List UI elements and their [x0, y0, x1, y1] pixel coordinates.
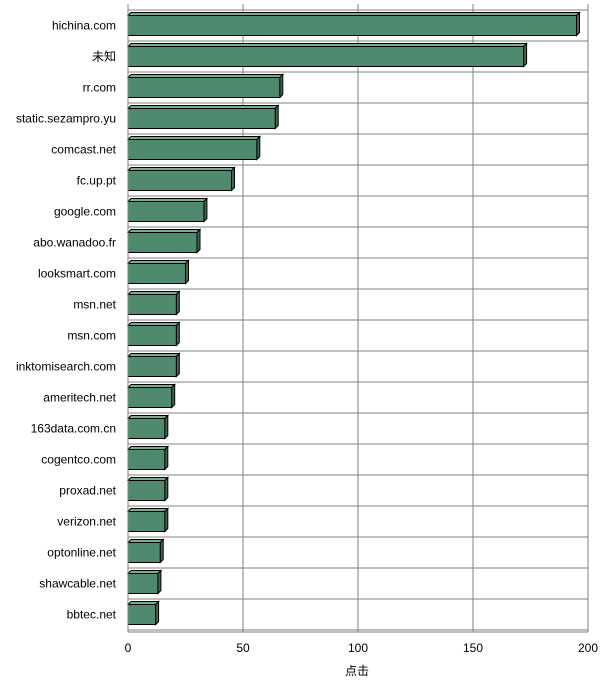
bar-front-face	[127, 170, 232, 191]
category-label: static.sezampro.yu	[16, 112, 116, 126]
grid-layer	[127, 4, 589, 632]
category-label: optonline.net	[47, 546, 116, 560]
category-label: cogentco.com	[41, 453, 116, 467]
bar-front-face	[127, 15, 577, 36]
bar	[126, 507, 170, 533]
bar	[126, 135, 262, 161]
category-label: fc.up.pt	[77, 174, 117, 188]
bar-front-face	[127, 604, 157, 625]
bar	[126, 600, 160, 626]
bar	[126, 166, 236, 192]
category-label: abo.wanadoo.fr	[33, 236, 116, 250]
bar	[126, 228, 202, 254]
category-label: msn.com	[67, 329, 116, 343]
category-label: google.com	[54, 205, 116, 219]
bar	[126, 197, 209, 223]
x-tick-label: 200	[578, 641, 598, 655]
category-label: msn.net	[73, 298, 116, 312]
category-label: inktomisearch.com	[16, 360, 116, 374]
x-tick-label: 0	[125, 641, 132, 655]
bar-front-face	[127, 387, 173, 408]
bar-front-face	[127, 201, 205, 222]
x-tick-label: 100	[348, 641, 368, 655]
bar	[126, 11, 581, 37]
bar-front-face	[127, 139, 258, 160]
bar-front-face	[127, 263, 186, 284]
category-label: rr.com	[83, 81, 116, 95]
bar	[126, 476, 170, 502]
bar	[126, 42, 528, 68]
category-label: ameritech.net	[43, 391, 116, 405]
bar-front-face	[127, 511, 166, 532]
x-axis-title: 点击	[345, 664, 369, 678]
bar	[126, 73, 285, 99]
bar-front-face	[127, 325, 177, 346]
label-layer: 0 50 100 150 200 hichina.com 未知 rr.com static.se…	[16, 19, 598, 656]
category-label: looksmart.com	[38, 267, 116, 281]
bar-front-face	[127, 449, 166, 470]
bar	[126, 569, 163, 595]
bar	[126, 321, 181, 347]
x-tick-label: 150	[463, 641, 483, 655]
bar	[126, 290, 181, 316]
bar-front-face	[127, 232, 198, 253]
bar-layer	[126, 11, 581, 626]
category-label: hichina.com	[52, 19, 116, 33]
bar-front-face	[127, 108, 276, 129]
bar	[126, 538, 165, 564]
bar-front-face	[127, 542, 161, 563]
x-tick-label: 50	[236, 641, 250, 655]
bar	[126, 383, 176, 409]
bar	[126, 104, 280, 130]
bar-front-face	[127, 294, 177, 315]
category-label: proxad.net	[59, 484, 116, 498]
bar	[126, 414, 170, 440]
bar-front-face	[127, 418, 166, 439]
bar	[126, 445, 170, 471]
category-label: comcast.net	[51, 143, 116, 157]
category-label: shawcable.net	[39, 577, 116, 591]
bar	[126, 352, 181, 378]
category-label: bbtec.net	[67, 608, 117, 622]
category-label: 未知	[92, 50, 116, 64]
bar	[126, 259, 190, 285]
bar-front-face	[127, 356, 177, 377]
bar-front-face	[127, 480, 166, 501]
category-label: verizon.net	[57, 515, 116, 529]
category-label: 163data.com.cn	[31, 422, 116, 436]
bar-front-face	[127, 77, 281, 98]
bar-front-face	[127, 573, 159, 594]
bar-front-face	[127, 46, 525, 67]
axis-layer	[127, 4, 588, 633]
